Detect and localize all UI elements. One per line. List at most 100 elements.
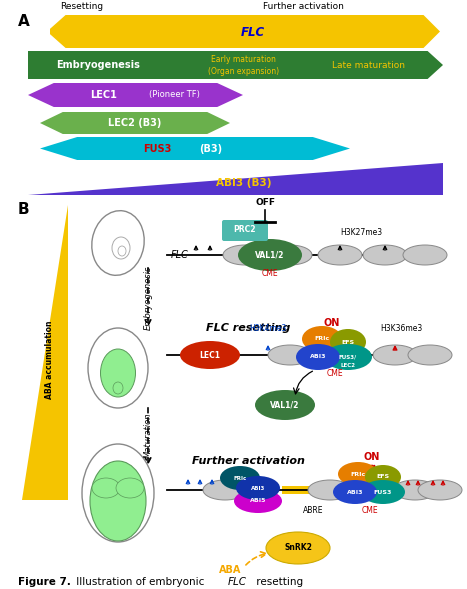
Text: FRIc: FRIc <box>234 475 247 481</box>
Text: Further activation: Further activation <box>191 456 304 466</box>
Text: Embryogenesis: Embryogenesis <box>143 266 153 330</box>
Ellipse shape <box>220 466 260 490</box>
Text: (B3): (B3) <box>199 144 222 154</box>
Text: Late maturation: Late maturation <box>332 61 405 70</box>
Ellipse shape <box>338 462 378 486</box>
Polygon shape <box>40 112 230 134</box>
Text: ABA accumulation: ABA accumulation <box>45 321 55 399</box>
Ellipse shape <box>255 390 315 420</box>
Ellipse shape <box>418 480 462 500</box>
Text: LEC1: LEC1 <box>199 350 220 359</box>
Text: FRIc: FRIc <box>314 336 330 342</box>
Text: EFS: EFS <box>341 339 354 345</box>
Text: FLC resetting: FLC resetting <box>206 323 290 333</box>
Ellipse shape <box>333 480 377 504</box>
Text: EFS: EFS <box>376 475 389 479</box>
Ellipse shape <box>88 328 148 408</box>
Polygon shape <box>28 83 243 107</box>
Polygon shape <box>22 205 68 500</box>
Ellipse shape <box>238 239 302 271</box>
Text: FRIc: FRIc <box>350 472 366 477</box>
Ellipse shape <box>236 476 280 500</box>
Text: ABI3 (B3): ABI3 (B3) <box>216 178 271 188</box>
Ellipse shape <box>363 245 407 265</box>
Text: Maturation: Maturation <box>143 412 153 458</box>
Ellipse shape <box>92 211 144 275</box>
Text: (Pioneer TF): (Pioneer TF) <box>149 91 199 100</box>
Text: Resetting: Resetting <box>60 2 103 11</box>
Text: Figure 7.: Figure 7. <box>18 577 71 587</box>
Text: FUS3: FUS3 <box>144 144 172 154</box>
Ellipse shape <box>116 478 144 498</box>
Text: LEC1: LEC1 <box>90 90 117 100</box>
Ellipse shape <box>403 245 447 265</box>
Ellipse shape <box>203 480 247 500</box>
Text: FLC: FLC <box>241 26 265 39</box>
Ellipse shape <box>393 480 437 500</box>
FancyBboxPatch shape <box>282 486 332 494</box>
Text: OFF: OFF <box>255 198 275 207</box>
Text: ON: ON <box>324 318 340 328</box>
Ellipse shape <box>308 480 352 500</box>
Ellipse shape <box>90 461 146 541</box>
Text: FUS3/: FUS3/ <box>339 355 357 359</box>
Text: LEC2 (B3): LEC2 (B3) <box>108 118 162 128</box>
Text: Illustration of embryonic: Illustration of embryonic <box>73 577 208 587</box>
Text: PRC2: PRC2 <box>234 226 256 234</box>
Ellipse shape <box>330 329 366 355</box>
Text: A: A <box>18 14 30 29</box>
Ellipse shape <box>324 344 372 370</box>
Ellipse shape <box>180 341 240 369</box>
Text: CME: CME <box>262 269 278 278</box>
Text: H3K27me3: H3K27me3 <box>340 228 382 237</box>
Text: LEC2: LEC2 <box>340 363 355 368</box>
Text: SnRK2: SnRK2 <box>284 544 312 552</box>
Ellipse shape <box>82 444 154 542</box>
Text: Further activation: Further activation <box>263 2 344 11</box>
Text: resetting: resetting <box>253 577 303 587</box>
Text: CME: CME <box>327 369 343 378</box>
Text: ABI3: ABI3 <box>251 485 265 491</box>
Text: FLC: FLC <box>170 250 188 260</box>
Ellipse shape <box>118 246 126 256</box>
Ellipse shape <box>100 349 135 397</box>
Text: ABA: ABA <box>219 565 241 575</box>
FancyBboxPatch shape <box>222 220 268 241</box>
FancyBboxPatch shape <box>310 351 370 359</box>
Ellipse shape <box>268 345 312 365</box>
Text: H3K4me3: H3K4me3 <box>249 324 287 333</box>
Text: FLC: FLC <box>228 577 247 587</box>
Text: CME: CME <box>361 506 378 515</box>
Text: VAL1/2: VAL1/2 <box>270 401 300 409</box>
Text: FUS3: FUS3 <box>374 489 392 495</box>
Polygon shape <box>28 163 443 195</box>
Text: ABI3: ABI3 <box>347 489 363 495</box>
Polygon shape <box>40 137 350 160</box>
Ellipse shape <box>408 345 452 365</box>
Ellipse shape <box>318 245 362 265</box>
Text: Early maturation: Early maturation <box>212 55 276 64</box>
Ellipse shape <box>296 344 340 370</box>
Text: B: B <box>18 202 29 217</box>
Ellipse shape <box>223 245 267 265</box>
Text: ABI3: ABI3 <box>310 355 326 359</box>
Text: ON: ON <box>364 452 380 462</box>
Text: ABRE: ABRE <box>303 506 324 515</box>
Ellipse shape <box>266 532 330 564</box>
Ellipse shape <box>112 237 130 259</box>
Text: H3K36me3: H3K36me3 <box>380 324 422 333</box>
Polygon shape <box>50 15 440 48</box>
Ellipse shape <box>302 326 342 352</box>
Ellipse shape <box>361 480 405 504</box>
Ellipse shape <box>365 465 401 489</box>
Polygon shape <box>28 51 443 79</box>
Text: ABI5: ABI5 <box>250 498 266 504</box>
Ellipse shape <box>113 382 123 394</box>
Ellipse shape <box>92 478 120 498</box>
Text: Embryogenesis: Embryogenesis <box>57 60 141 70</box>
Text: (Organ expansion): (Organ expansion) <box>208 67 279 75</box>
Ellipse shape <box>268 245 312 265</box>
Ellipse shape <box>234 489 282 513</box>
Text: VAL1/2: VAL1/2 <box>255 250 285 260</box>
Ellipse shape <box>373 345 417 365</box>
